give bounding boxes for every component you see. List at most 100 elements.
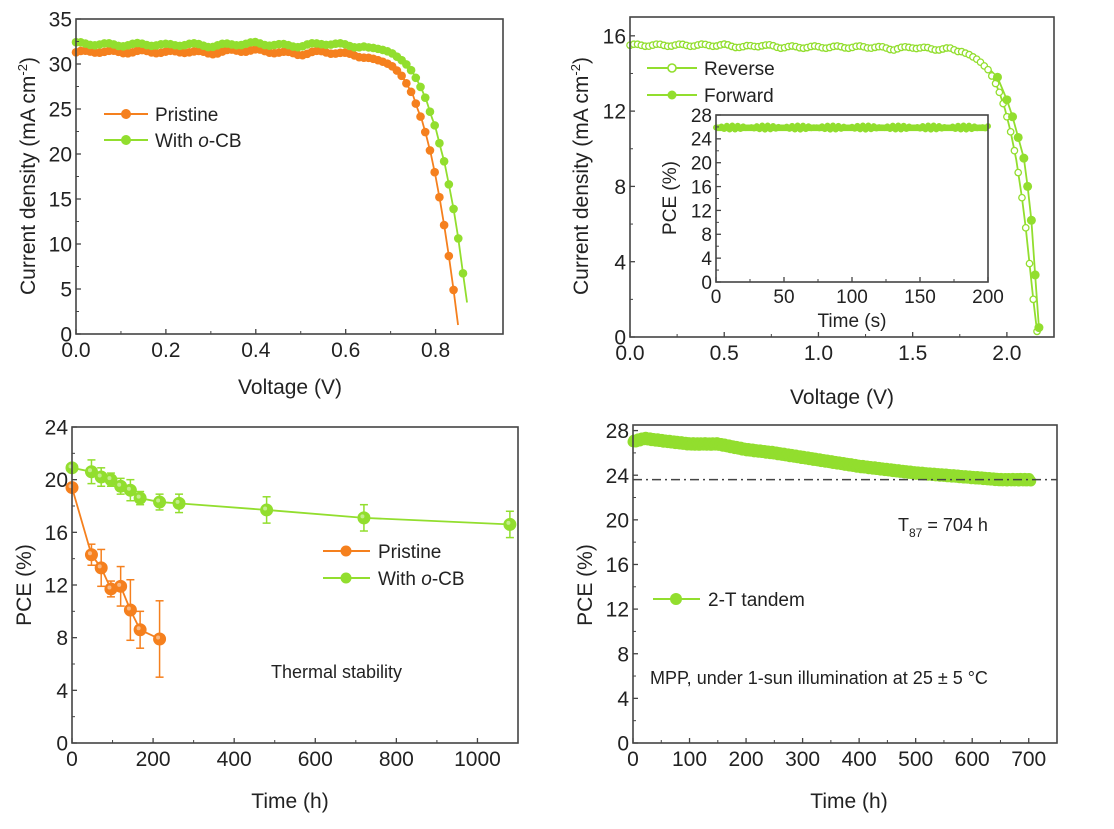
- reverse-data-point: [1029, 295, 1038, 304]
- jv-marks: [71, 37, 468, 326]
- panel-jv: 0.0 0.2 0.4 0.6 0.8 0 5 10 15 20 25 30 35 Voltage (V…: [15, 9, 504, 399]
- tandem-jv-legend: Reverse Forward: [647, 59, 775, 107]
- thermal-data-point: [104, 473, 118, 487]
- mpp-ytick-label: 8: [617, 643, 629, 666]
- thermal-data-point-highlight: [107, 476, 112, 481]
- inset-xtick-label: 0: [711, 287, 722, 308]
- jv-data-point: [449, 204, 458, 214]
- mpp-ticks: 0 100 200 300 400 500 600 700 0 4 8 12 16 20 24 28: [606, 420, 1047, 771]
- legend-reverse-label: Reverse: [704, 59, 775, 80]
- panel-tandem-jv: 0.0 0.5 1.0 1.5 2.0 0 4 8 12 16 Voltage (V) Curre…: [568, 16, 1055, 409]
- tandem-jv-ytick-label: 16: [603, 25, 626, 48]
- mpp-xtick-label: 600: [955, 748, 990, 771]
- thermal-ytick-label: 20: [45, 469, 68, 492]
- inset-ylabel: PCE (%): [660, 161, 681, 235]
- mpp-xtick-label: 500: [898, 748, 933, 771]
- mpp-ytick-label: 4: [617, 688, 629, 711]
- jv-data-point: [402, 79, 411, 88]
- thermal-data-point-highlight: [506, 520, 511, 525]
- tandem-jv-axes-frame: [629, 16, 1055, 338]
- legend-tandem-label: 2-T tandem: [708, 590, 805, 611]
- jv-data-point: [416, 112, 425, 121]
- inset-ytick-label: 20: [691, 154, 712, 175]
- legend-forward-label: Forward: [704, 86, 774, 107]
- thermal-data-point-highlight: [107, 585, 112, 590]
- forward-data-point: [1019, 153, 1029, 163]
- thermal-data-point-highlight: [156, 498, 161, 503]
- jv-ylabel-end: ): [17, 57, 40, 64]
- reverse-data-point: [1025, 259, 1034, 268]
- thermal-data-point-highlight: [136, 626, 141, 631]
- tandem-jv-ytick-label: 12: [603, 101, 626, 124]
- legend-ocb-label-suffix: -CB: [209, 131, 242, 152]
- inset-marks: [713, 122, 991, 133]
- inset-ytick-label: 4: [701, 249, 712, 270]
- mpp-xtick-label: 0: [627, 748, 639, 771]
- jv-data-point: [439, 156, 449, 166]
- jv-ylabel-main: Current density (mA cm: [17, 76, 40, 295]
- thermal-data-point-highlight: [156, 635, 161, 640]
- thermal-xtick-label: 400: [217, 748, 252, 771]
- jv-ytick-label: 5: [60, 279, 72, 302]
- jv-data-point: [411, 99, 421, 108]
- legend-pristine-marker: [121, 109, 131, 119]
- thermal-xtick-label: 800: [379, 748, 414, 771]
- tandem-jv-ytick-label: 4: [614, 251, 626, 274]
- thermal-ylabel: PCE (%): [13, 544, 36, 626]
- forward-data-point: [1026, 215, 1036, 225]
- forward-data-point: [1013, 132, 1023, 142]
- thermal-xlabel: Time (h): [251, 790, 328, 813]
- jv-ylabel: Current density (mA cm-2): [15, 57, 40, 295]
- t87-rest: = 704 h: [922, 515, 988, 535]
- jv-ylabel-sup: -2: [15, 64, 30, 76]
- tandem-jv-ytick-label: 0: [614, 327, 626, 350]
- jv-xtick-label: 0.0: [61, 339, 90, 362]
- mpp-ytick-label: 12: [606, 599, 629, 622]
- thermal-data-point: [153, 632, 167, 646]
- thermal-series-line: [71, 487, 160, 640]
- legend-thermal-ocb-o: o: [421, 569, 432, 590]
- jv-data-point: [444, 180, 454, 189]
- thermal-xtick-label: 200: [136, 748, 171, 771]
- jv-ytick-label: 0: [60, 324, 72, 347]
- jv-ytick-label: 25: [49, 99, 72, 122]
- tandem-jv-ylabel-main: Current density (mA cm: [570, 76, 593, 295]
- thermal-legend: Pristine With o-CB: [323, 542, 465, 590]
- jv-data-point: [435, 192, 444, 202]
- jv-data-point: [435, 138, 444, 148]
- jv-series-line: [75, 49, 459, 326]
- thermal-xtick-label: 1000: [454, 748, 501, 771]
- jv-data-point: [425, 107, 435, 116]
- legend-thermal-ocb-prefix: With: [378, 569, 421, 590]
- tandem-jv-xtick-label: 1.0: [804, 342, 833, 365]
- thermal-xtick-label: 0: [66, 748, 78, 771]
- jv-ytick-label: 20: [49, 144, 72, 167]
- legend-thermal-ocb-marker: [340, 572, 352, 584]
- mpp-ytick-label: 20: [606, 509, 629, 532]
- jv-data-point: [420, 93, 430, 102]
- thermal-data-point: [123, 483, 137, 497]
- inset-ytick-label: 16: [691, 177, 712, 198]
- jv-ytick-label: 35: [49, 9, 72, 32]
- jv-axes-frame: [75, 18, 504, 335]
- legend-forward-marker: [667, 90, 677, 100]
- jv-data-point: [402, 60, 411, 69]
- legend-ocb-label: With o-CB: [155, 131, 242, 152]
- reverse-data-point: [1014, 168, 1023, 177]
- thermal-data-point: [357, 511, 371, 525]
- jv-xtick-label: 0.6: [331, 339, 360, 362]
- thermal-ticks: 0 200 400 600 800 1000 0 4 8 12 16 20 24: [45, 417, 501, 771]
- jv-xtick-label: 0.4: [241, 339, 271, 362]
- reverse-data-point: [1021, 223, 1030, 232]
- mpp-xtick-label: 200: [729, 748, 764, 771]
- tandem-jv-ticks: 0.0 0.5 1.0 1.5 2.0 0 4 8 12 16: [603, 25, 1022, 365]
- legend-ocb-marker: [121, 135, 131, 145]
- legend-ocb-label-o: o: [198, 131, 209, 152]
- thermal-data-point-highlight: [175, 499, 180, 504]
- thermal-data-point: [133, 491, 147, 505]
- thermal-data-point-highlight: [97, 473, 102, 478]
- inset-xtick-label: 100: [836, 287, 868, 308]
- tandem-jv-xtick-label: 0.0: [615, 342, 644, 365]
- jv-data-point: [397, 71, 406, 81]
